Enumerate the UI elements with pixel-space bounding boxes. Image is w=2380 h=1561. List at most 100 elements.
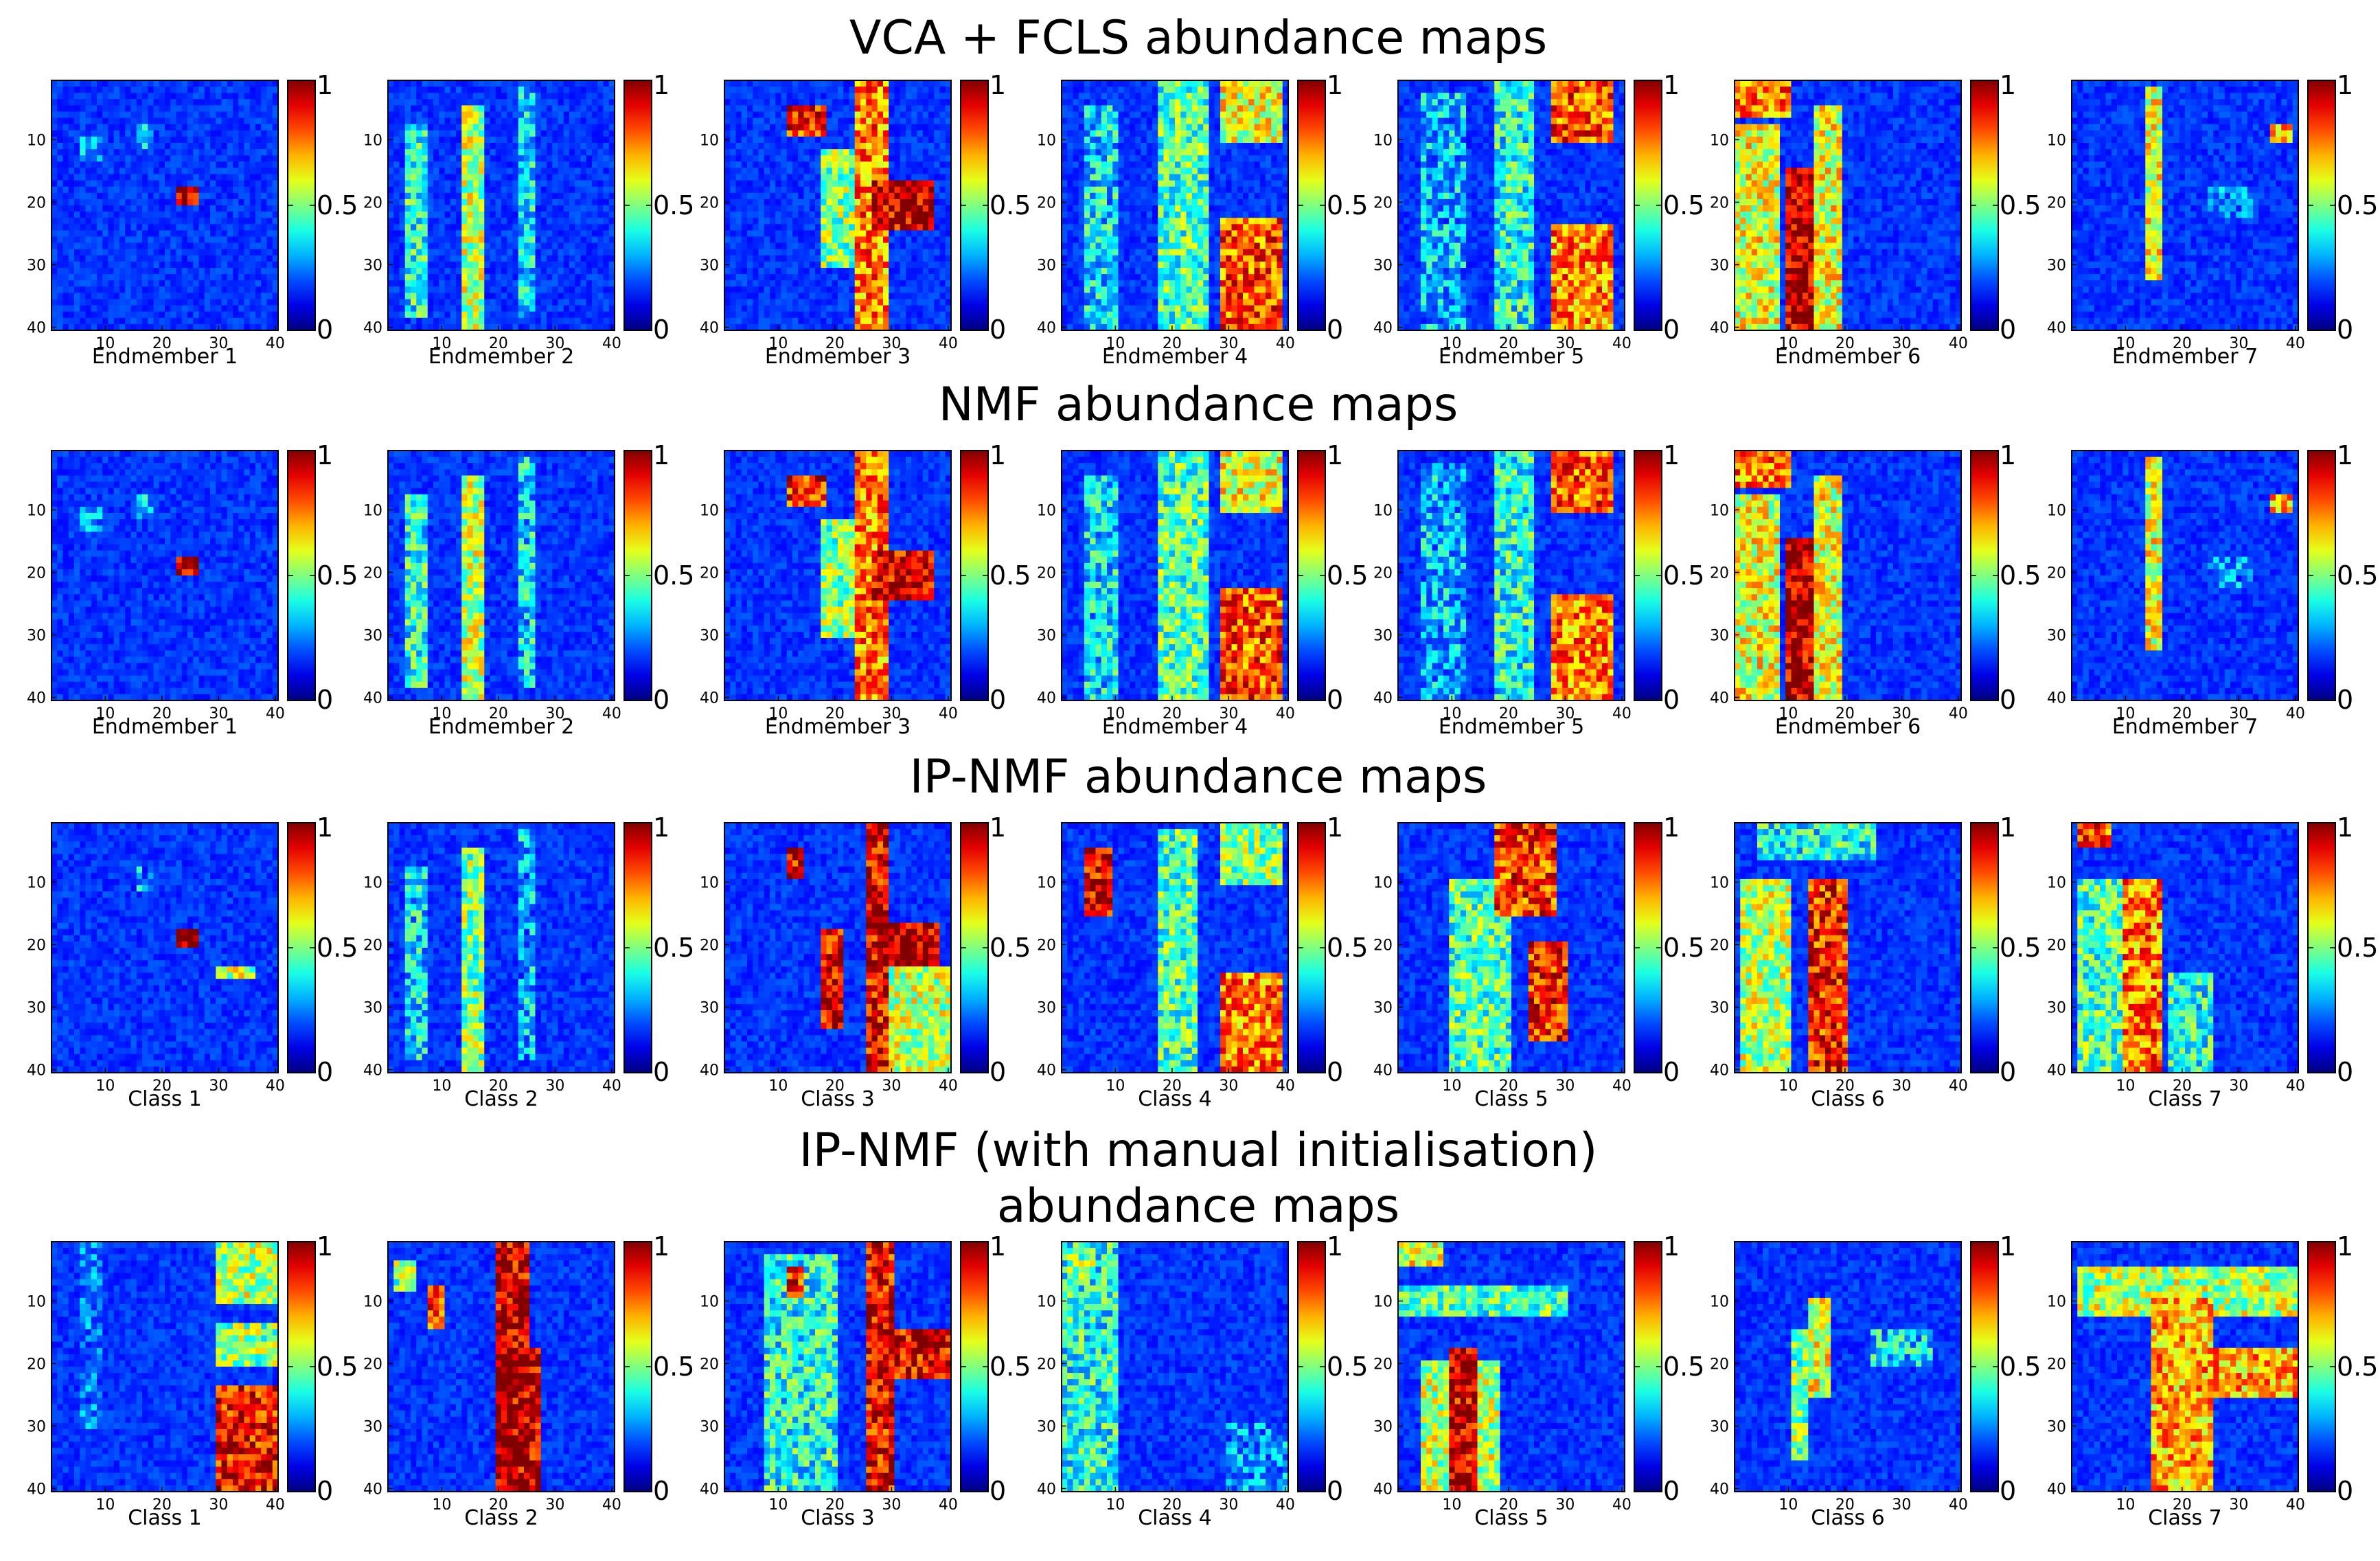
- heatmap-cell: [730, 161, 737, 168]
- heatmap-cell: [597, 149, 604, 156]
- heatmap-cell: [524, 323, 530, 331]
- heatmap-cell: [399, 230, 406, 238]
- heatmap-cell: [266, 280, 273, 287]
- heatmap-cell: [883, 198, 889, 206]
- y-tick-label: 20: [27, 194, 46, 212]
- heatmap-cell: [113, 149, 120, 156]
- heatmap-cell: [148, 224, 155, 231]
- heatmap-cell: [603, 311, 610, 319]
- heatmap-cell: [547, 280, 553, 287]
- heatmap-cell: [204, 305, 211, 312]
- heatmap-cell: [849, 224, 856, 231]
- heatmap-cell: [501, 143, 507, 150]
- heatmap-cell: [518, 249, 525, 256]
- heatmap-cell: [130, 192, 137, 200]
- heatmap-cell: [866, 136, 873, 144]
- heatmap-cell: [866, 105, 873, 113]
- heatmap-cell: [586, 236, 593, 244]
- heatmap-cell: [148, 230, 155, 238]
- heatmap-cell: [74, 205, 80, 212]
- heatmap-cell: [422, 242, 428, 250]
- heatmap-cell: [934, 180, 941, 187]
- heatmap-cell: [781, 192, 788, 200]
- heatmap-cell: [148, 299, 155, 306]
- heatmap-cell: [404, 161, 411, 168]
- heatmap-cell: [866, 143, 873, 150]
- heatmap-cell: [427, 161, 434, 168]
- heatmap-cell: [266, 168, 273, 175]
- heatmap-cell: [922, 311, 929, 319]
- heatmap-cell: [917, 218, 924, 225]
- heatmap-cell: [456, 198, 462, 206]
- heatmap-cell: [411, 198, 417, 206]
- heatmap-cell: [889, 299, 895, 306]
- heatmap-cell: [860, 242, 867, 250]
- heatmap-cell: [580, 105, 587, 113]
- heatmap-cell: [608, 174, 615, 181]
- heatmap-cell: [74, 242, 80, 250]
- heatmap-cell: [501, 236, 507, 244]
- heatmap-cell: [416, 143, 423, 150]
- heatmap-cell: [170, 186, 177, 194]
- heatmap-cell: [113, 311, 120, 319]
- heatmap-cell: [781, 93, 788, 100]
- heatmap-cell: [404, 236, 411, 244]
- heatmap-cell: [781, 255, 788, 262]
- heatmap-cell: [388, 161, 394, 168]
- heatmap-cell: [80, 274, 87, 281]
- heatmap-cell: [758, 218, 765, 225]
- heatmap-cell: [917, 155, 924, 162]
- heatmap-cell: [255, 286, 262, 293]
- heatmap-cell: [747, 317, 753, 325]
- heatmap-cell: [142, 136, 148, 144]
- heatmap-cell: [608, 212, 615, 218]
- heatmap-cell: [815, 155, 821, 162]
- heatmap-cell: [210, 255, 216, 262]
- heatmap-cell: [125, 93, 132, 100]
- heatmap-cell: [62, 280, 69, 287]
- heatmap-cell: [764, 224, 770, 231]
- heatmap-cell: [894, 117, 901, 125]
- heatmap-cell: [193, 198, 200, 206]
- heatmap-cell: [249, 168, 256, 175]
- heatmap-cell: [80, 317, 87, 325]
- heatmap-cell: [906, 130, 912, 137]
- heatmap-cell: [238, 168, 245, 175]
- heatmap-cell: [1135, 80, 1142, 87]
- heatmap-cell: [518, 80, 525, 87]
- heatmap-cell: [883, 268, 889, 275]
- heatmap-cell: [821, 224, 827, 231]
- heatmap-cell: [501, 87, 507, 93]
- heatmap-cell: [484, 268, 491, 275]
- heatmap-cell: [170, 255, 177, 262]
- heatmap-cell: [427, 174, 434, 181]
- heatmap-cell: [238, 105, 245, 113]
- heatmap-cell: [786, 261, 793, 269]
- heatmap-cell: [540, 242, 547, 250]
- heatmap-cell: [238, 280, 245, 287]
- heatmap-cell: [444, 205, 451, 212]
- heatmap-cell: [461, 249, 468, 256]
- heatmap-cell: [450, 136, 457, 144]
- heatmap-cell: [388, 249, 394, 256]
- heatmap-cell: [501, 311, 507, 319]
- heatmap-cell: [524, 249, 530, 256]
- heatmap-cell: [130, 130, 137, 137]
- heatmap-cell: [1101, 87, 1108, 93]
- heatmap-cell: [108, 268, 115, 275]
- heatmap-cell: [198, 198, 205, 206]
- heatmap-cell: [393, 268, 400, 275]
- heatmap-cell: [792, 218, 799, 225]
- heatmap-cell: [108, 143, 115, 150]
- heatmap-cell: [529, 99, 536, 106]
- heatmap-cell: [580, 99, 587, 106]
- heatmap-cell: [877, 293, 884, 300]
- colorbar-tick-label: 0: [989, 315, 1006, 345]
- heatmap-cell: [490, 286, 496, 293]
- heatmap-cell: [159, 311, 165, 319]
- heatmap-cell: [404, 99, 411, 106]
- heatmap-cell: [68, 136, 75, 144]
- heatmap-cell: [176, 305, 183, 312]
- heatmap-cell: [74, 317, 80, 325]
- heatmap-cell: [165, 198, 171, 206]
